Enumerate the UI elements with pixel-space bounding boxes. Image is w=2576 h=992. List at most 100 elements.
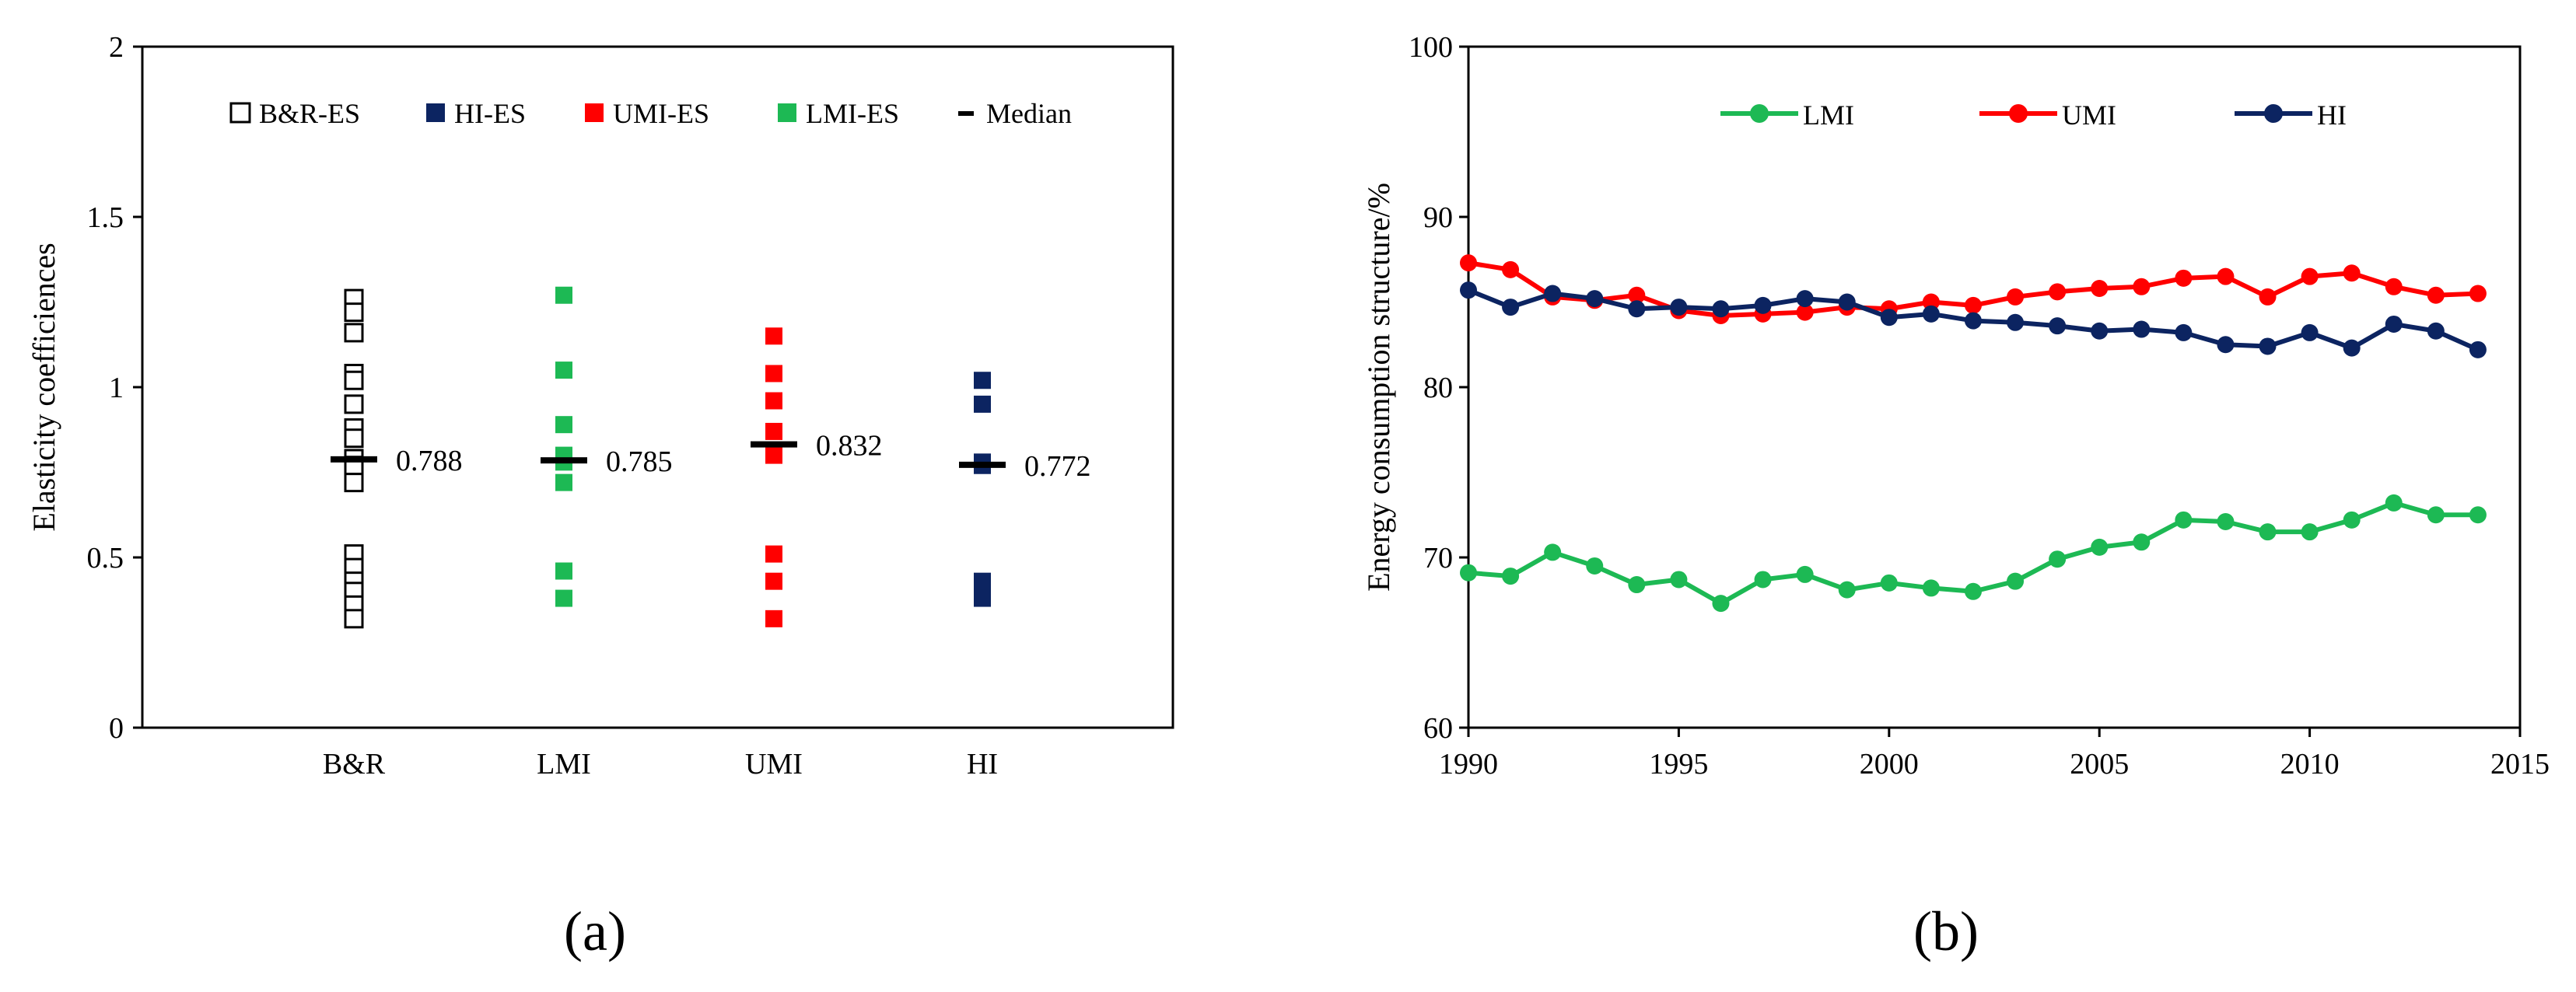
- chart-b-y-ticks: 60 70 80 90 100: [1409, 31, 1468, 745]
- legend-label-br: B&R-ES: [259, 98, 360, 129]
- legend-label-umi: UMI-ES: [613, 98, 709, 129]
- point-hi-es: [974, 589, 991, 607]
- point-umi: [2007, 288, 2025, 306]
- point-b-r-es: [344, 370, 364, 390]
- chart-b-x-tick-label: 2000: [1860, 748, 1919, 781]
- point-umi: [2385, 278, 2403, 295]
- chart-a-y-tick-label: 1.5: [87, 201, 124, 234]
- legend-dot-umi: [2009, 104, 2028, 123]
- median-bar: [331, 456, 377, 463]
- point-hi: [1670, 299, 1688, 316]
- point-umi-es: [765, 572, 782, 590]
- point-lmi: [2343, 511, 2361, 529]
- point-umi: [1628, 286, 1646, 304]
- chart-a-y-tick-label: 2: [109, 31, 124, 64]
- chart-a-x-ticks: B&R LMI UMI HI: [323, 748, 998, 781]
- median-bar: [959, 461, 1006, 468]
- point-lmi: [1670, 571, 1688, 589]
- chart-b: 60 70 80 90 100 1990 1995 2000 2005 2010 2015 Ene…: [1361, 31, 2550, 962]
- point-umi: [2133, 278, 2151, 295]
- legend-marker-lmi: [778, 103, 796, 122]
- point-hi: [1460, 281, 1477, 299]
- chart-b-plot-frame: [1467, 45, 2522, 729]
- chart-a-plot-frame: [141, 45, 1174, 729]
- legend-label-b-hi: HI: [2317, 100, 2347, 131]
- chart-b-y-tick-label: 90: [1423, 201, 1453, 234]
- point-lmi-es: [555, 589, 572, 607]
- legend-label-hi: HI-ES: [454, 98, 526, 129]
- point-hi: [1628, 300, 1646, 318]
- point-hi: [1796, 290, 1814, 308]
- point-b-r-es: [344, 302, 364, 323]
- point-lmi: [1838, 581, 1856, 599]
- legend-label-lmi: LMI-ES: [806, 98, 899, 129]
- point-umi: [2301, 267, 2319, 285]
- chart-a-legend: B&R-ES HI-ES UMI-ES LMI-ES Median: [229, 98, 1072, 129]
- point-umi: [2469, 285, 2487, 302]
- chart-b-ylabel: Energy consumption structure/%: [1361, 183, 1396, 592]
- point-hi: [1754, 296, 1772, 314]
- chart-b-x-tick-label: 2015: [2490, 748, 2550, 781]
- legend-label-b-lmi: LMI: [1803, 100, 1854, 131]
- point-umi: [1796, 303, 1814, 321]
- point-umi-es: [765, 610, 782, 627]
- point-lmi: [2175, 511, 2193, 529]
- chart-a-x-tick-label: HI: [967, 748, 998, 781]
- chart-a-y-tick-label: 0: [109, 712, 124, 745]
- chart-a-x-tick-label: B&R: [323, 748, 386, 781]
- chart-a-x-tick-label: LMI: [537, 748, 591, 781]
- point-hi: [2217, 336, 2235, 354]
- legend-dot-lmi: [1750, 104, 1769, 123]
- point-hi: [2049, 317, 2067, 335]
- point-umi-es: [765, 545, 782, 563]
- point-umi: [1922, 293, 1940, 311]
- point-hi: [2091, 322, 2109, 340]
- legend-dot-hi: [2264, 104, 2283, 123]
- point-lmi: [2133, 533, 2151, 551]
- point-umi: [2091, 279, 2109, 297]
- chart-a-points: [344, 286, 991, 629]
- chart-a-x-tick-label: UMI: [745, 748, 803, 781]
- chart-b-y-tick-label: 70: [1423, 542, 1453, 575]
- point-hi: [1880, 309, 1898, 327]
- point-lmi: [1502, 568, 1520, 585]
- point-lmi-es: [555, 286, 572, 304]
- point-lmi: [2049, 550, 2067, 568]
- point-hi: [1712, 300, 1730, 318]
- point-lmi-es: [555, 562, 572, 580]
- chart-b-y-tick-label: 60: [1423, 712, 1453, 745]
- point-lmi: [1796, 565, 1814, 583]
- chart-a-ylabel: Elasticity coefficiences: [26, 243, 61, 531]
- point-b-r-es: [344, 394, 364, 414]
- point-lmi: [2301, 523, 2319, 541]
- point-umi: [2343, 264, 2361, 282]
- point-umi-es: [765, 365, 782, 382]
- point-hi: [2385, 315, 2403, 333]
- chart-a: 0 0.5 1 1.5 2 B&R LMI UMI HI Elasticity coeffic…: [26, 31, 1174, 962]
- point-lmi: [1712, 595, 1730, 613]
- point-umi: [2175, 269, 2193, 287]
- point-hi: [2469, 341, 2487, 358]
- point-hi: [2343, 339, 2361, 357]
- point-b-r-es: [344, 428, 364, 449]
- point-umi-es: [765, 392, 782, 410]
- point-lmi: [1460, 564, 1477, 582]
- point-umi: [2427, 286, 2445, 304]
- point-hi: [2427, 322, 2445, 340]
- legend-marker-br: [229, 102, 251, 124]
- chart-a-y-tick-label: 0.5: [87, 542, 124, 575]
- point-umi: [2049, 283, 2067, 301]
- point-umi: [1502, 260, 1520, 278]
- point-umi: [2217, 267, 2235, 285]
- point-lmi: [1880, 574, 1898, 592]
- median-value-label: 0.785: [606, 445, 673, 478]
- point-lmi: [1544, 543, 1562, 561]
- point-lmi: [1628, 576, 1646, 594]
- point-umi: [1964, 296, 1982, 314]
- point-lmi: [2091, 538, 2109, 556]
- point-umi-es: [765, 327, 782, 345]
- chart-b-y-tick-label: 80: [1423, 372, 1453, 404]
- point-lmi: [2007, 572, 2025, 590]
- point-hi: [2007, 313, 2025, 331]
- point-hi: [1544, 285, 1562, 302]
